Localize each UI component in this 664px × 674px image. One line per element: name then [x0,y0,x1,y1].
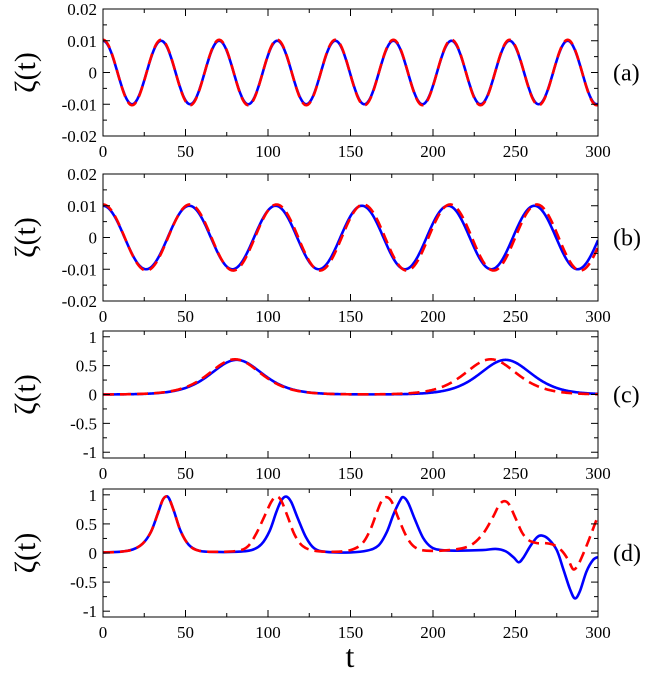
panel-c: 0 50 100 150 200 250 300 -1 -0.5 0 0.5 1 ζ(t) (c) [9,328,640,483]
x-tick-label: 300 [585,307,611,326]
y-axis-label: ζ(t) [9,374,42,415]
x-tick-label: 200 [420,307,446,326]
x-tick-label: 100 [255,307,281,326]
y-tick-label: 0.5 [76,515,97,534]
series-group [103,203,598,272]
x-tick-label: 50 [177,464,194,483]
y-tick-label: 1 [89,486,98,505]
panel-d: 0 50 100 150 200 250 300 -1 -0.5 0 0.5 1 ζ(t) (d) [9,486,641,642]
series-solid-line [103,39,598,106]
x-tick-label: 300 [585,142,611,161]
y-tick-label: -1 [83,443,97,462]
x-tick-label: 150 [338,464,364,483]
x-tick-label: 0 [99,464,108,483]
x-tick-label: 300 [585,623,611,642]
x-tick-label: 200 [420,142,446,161]
panel-label: (b) [613,226,641,252]
y-tick-label: 0 [89,64,98,83]
x-tick-label: 250 [503,307,529,326]
panel-label: (a) [613,61,640,87]
y-tick-label: 0.01 [67,197,97,216]
y-axis-label: ζ(t) [9,533,42,574]
y-tick-label: -0.01 [62,95,97,114]
y-tick-label: 0.5 [76,357,97,376]
y-tick-label: 0 [89,544,98,563]
panel-b: 0 50 100 150 200 250 300 -0.02 -0.01 0 0.01 0.02 ζ(t… [9,165,641,326]
panel-a: 0 50 100 150 200 250 300 -0.02 -0.01 0 0.01 0.02 ζ(t… [9,0,640,161]
y-axis-label: ζ(t) [9,52,42,93]
y-tick-label: -0.01 [62,260,97,279]
series-group [103,495,598,600]
panel-label: (c) [613,383,640,409]
panel-label: (d) [613,541,641,567]
x-axis-label: t [346,638,355,674]
x-tick-label: 250 [503,623,529,642]
panels: 0 50 100 150 200 250 300-0.02-0.0100.010.02ζ(t… [9,0,641,642]
x-tick-label: 200 [420,623,446,642]
x-tick-label: 100 [255,464,281,483]
y-axis-label: ζ(t) [9,217,42,258]
y-tick-label: -0.02 [62,292,97,311]
plot-frame [102,173,599,302]
x-tick-label: 300 [585,464,611,483]
y-tick-label: 0.02 [67,165,97,184]
x-tick-label: 150 [338,623,364,642]
y-tick-label: 0 [89,386,98,405]
y-tick-label: 0.01 [67,32,97,51]
y-tick-label: -0.5 [70,414,97,433]
x-tick-label: 250 [503,464,529,483]
x-tick-label: 0 [99,307,108,326]
x-tick-label: 50 [177,142,194,161]
y-tick-label: -1 [83,602,97,621]
series-dashed-line [103,357,598,396]
y-tick-label: -0.02 [62,127,97,146]
x-tick-label: 50 [177,623,194,642]
series-dashed-line [103,203,598,272]
x-tick-label: 150 [338,307,364,326]
x-tick-label: 250 [503,142,529,161]
y-tick-label: 0.02 [67,0,97,19]
y-tick-label: 1 [89,328,98,347]
x-tick-label: 100 [255,142,281,161]
series-group [103,357,598,396]
y-tick-label: -0.5 [70,573,97,592]
y-tick-label: 0 [89,229,98,248]
series-group [103,38,598,107]
series-solid-line [103,495,598,600]
x-tick-label: 100 [255,623,281,642]
series-dashed-line [103,38,598,107]
x-tick-label: 0 [99,142,108,161]
x-tick-label: 200 [420,464,446,483]
series-dashed-line [103,495,598,571]
x-tick-label: 0 [99,623,108,642]
x-tick-label: 150 [338,142,364,161]
x-tick-label: 50 [177,307,194,326]
